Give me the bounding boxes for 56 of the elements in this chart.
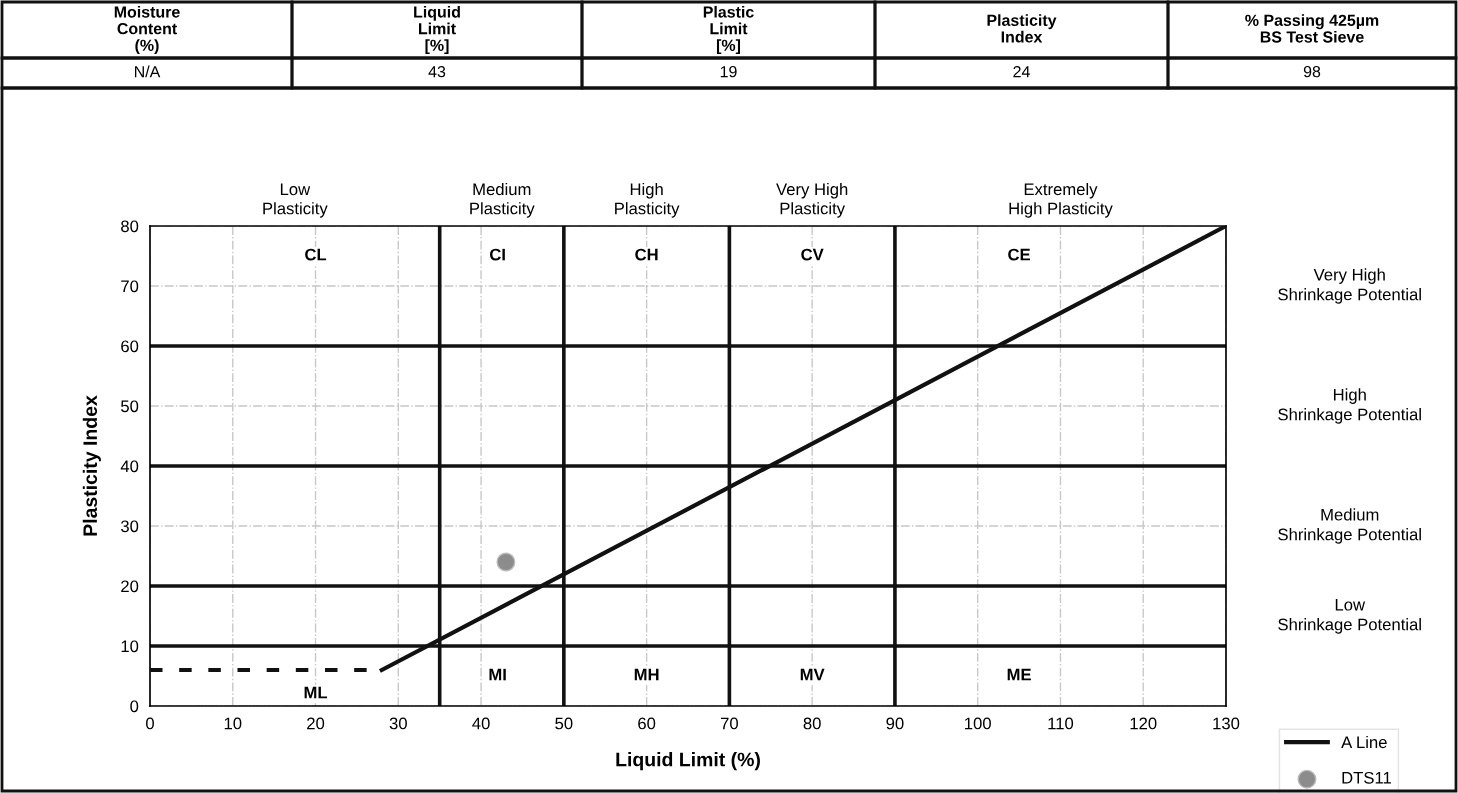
text: High Shrinkage Potential [1278, 388, 1421, 424]
x-tick-label: 50 [555, 717, 573, 730]
text: 24 [1013, 65, 1030, 78]
legend-label: DTS11 [1342, 771, 1391, 784]
text: % Passing 425µm BS Test Sieve [1245, 14, 1379, 43]
y-tick-label: 0 [130, 700, 139, 713]
x-tick-label: 90 [886, 717, 904, 730]
x-tick-label: 60 [638, 717, 656, 730]
text: Medium Shrinkage Potential [1278, 508, 1421, 544]
legend-label: A Line [1341, 735, 1387, 749]
annotation: MV [800, 668, 825, 681]
y-tick-label: 20 [121, 580, 139, 593]
y-tick-label: 10 [121, 640, 139, 653]
text: Very High Plasticity [776, 182, 848, 218]
text: 98 [1303, 65, 1321, 78]
text: Extremely High Plasticity [1009, 182, 1113, 218]
y-axis-title: Plasticity Index [82, 395, 101, 536]
x-tick-label: 70 [720, 717, 738, 730]
text: Plastic Limit [%] [703, 5, 754, 55]
x-tick-label: 100 [965, 717, 991, 730]
text: 43 [428, 65, 446, 78]
text: High Plasticity [615, 182, 680, 218]
text: N/A [135, 65, 161, 78]
text: Low Plasticity [263, 183, 328, 218]
annotation: MH [634, 668, 659, 681]
y-tick-label: 60 [121, 340, 139, 353]
annotation: ML [304, 686, 328, 699]
x-tick-label: 40 [472, 717, 490, 730]
x-tick-label: 80 [803, 717, 821, 730]
x-tick-label: 110 [1048, 717, 1074, 730]
x-tick-label: 120 [1130, 717, 1157, 730]
text: Medium Plasticity [470, 182, 535, 218]
y-tick-label: 80 [121, 220, 139, 233]
text: Plasticity Index [987, 14, 1057, 43]
x-tick-label: 0 [146, 717, 154, 730]
annotation: MI [489, 668, 506, 681]
y-tick-label: 30 [120, 520, 139, 533]
x-tick-label: 20 [307, 717, 325, 730]
x-tick-label: 130 [1213, 717, 1240, 730]
annotation: CE [1008, 248, 1030, 261]
x-tick-label: 10 [224, 717, 242, 730]
annotation: CV [801, 248, 824, 261]
y-tick-label: 50 [121, 400, 139, 413]
x-tick-label: 30 [389, 717, 407, 730]
text: Low Shrinkage Potential [1278, 598, 1421, 634]
text: Liquid Limit [%] [414, 5, 460, 55]
y-tick-label: 40 [120, 460, 139, 473]
annotation: CI [489, 248, 505, 261]
text: Very High Shrinkage Potential [1278, 268, 1421, 304]
text: 19 [720, 65, 737, 78]
annotation: CL [305, 248, 327, 261]
y-tick-label: 70 [121, 280, 139, 293]
annotation: CH [635, 248, 658, 261]
x-axis-title: Liquid Limit (%) [616, 752, 760, 771]
annotation: ME [1007, 668, 1031, 681]
text: Moisture Content (%) [114, 5, 180, 55]
